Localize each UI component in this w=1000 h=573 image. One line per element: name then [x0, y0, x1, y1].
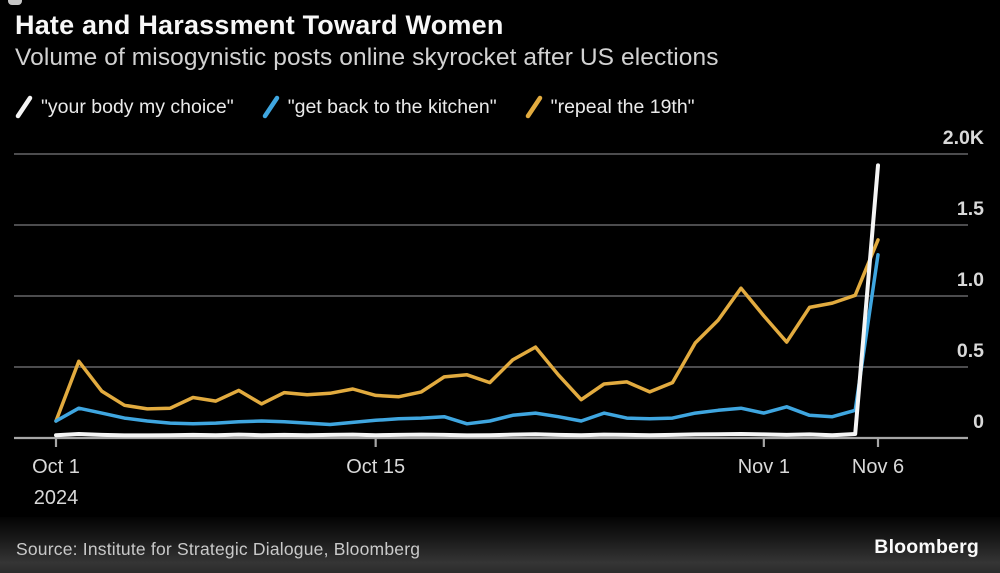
y-axis-label: 0.5: [956, 340, 984, 362]
chart-legend: "your body my choice" "get back to the k…: [14, 92, 695, 122]
bloomberg-logo: Bloomberg: [874, 536, 979, 558]
white-slash-icon: [14, 94, 34, 120]
y-axis-label: 1.5: [956, 198, 984, 220]
yellow-slash-icon: [524, 94, 544, 120]
x-axis-label: Oct 1: [32, 456, 80, 478]
series-line-your-body-my-choice: [54, 163, 880, 438]
legend-item: "get back to the kitchen": [261, 94, 497, 120]
x-axis-label: Nov 6: [851, 456, 905, 478]
x-axis-label: Nov 1: [737, 456, 790, 478]
series-line-get-back-to-the-kitchen: [54, 253, 880, 427]
corner-artifact: [8, 0, 22, 5]
legend-label: "repeal the 19th": [550, 95, 695, 118]
y-axis-label: 1.0: [956, 269, 984, 291]
legend-item: "repeal the 19th": [524, 94, 695, 120]
y-axis-label: 2.0K: [942, 127, 984, 149]
legend-item: "your body my choice": [14, 94, 234, 120]
series-line-repeal-the-19th: [54, 238, 880, 423]
legend-label: "get back to the kitchen": [287, 95, 497, 118]
source-text: Source: Institute for Strategic Dialogue…: [16, 539, 421, 559]
chart-title: Hate and Harassment Toward Women: [15, 10, 504, 40]
blue-slash-icon: [261, 94, 281, 120]
legend-label: "your body my choice": [41, 95, 234, 118]
chart-subtitle: Volume of misogynistic posts online skyr…: [15, 44, 719, 71]
x-axis-year-label: 2024: [33, 487, 79, 509]
x-axis-label: Oct 15: [346, 456, 406, 478]
y-axis-label: 0: [973, 411, 984, 433]
footer-band: Source: Institute for Strategic Dialogue…: [0, 517, 1000, 573]
